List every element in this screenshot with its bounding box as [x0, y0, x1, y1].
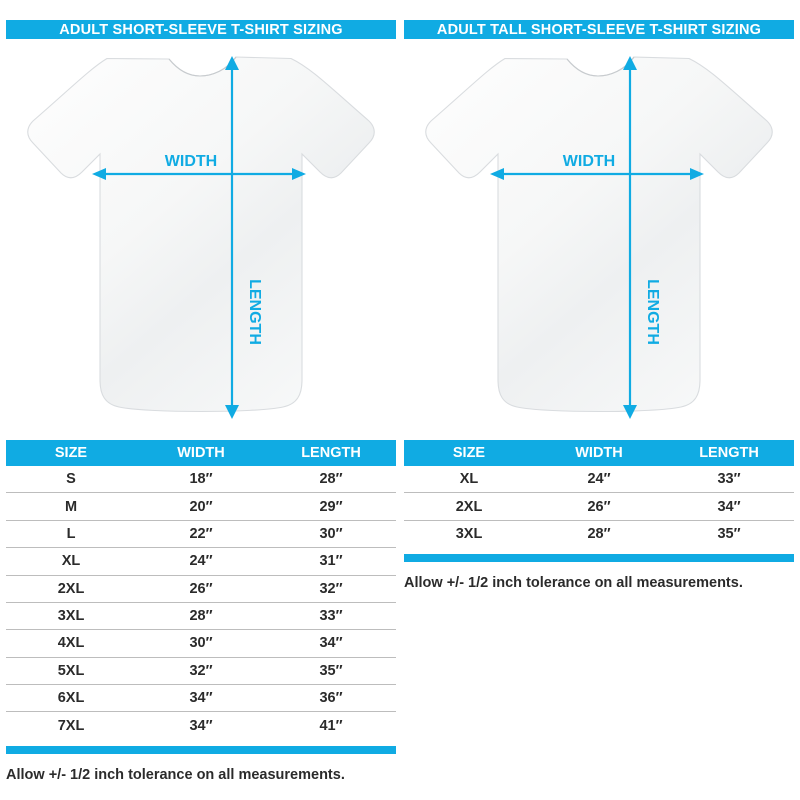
svg-text:LENGTH: LENGTH [246, 279, 263, 345]
svg-text:LENGTH: LENGTH [644, 279, 661, 345]
svg-text:WIDTH: WIDTH [165, 153, 217, 170]
svg-text:WIDTH: WIDTH [563, 153, 615, 170]
